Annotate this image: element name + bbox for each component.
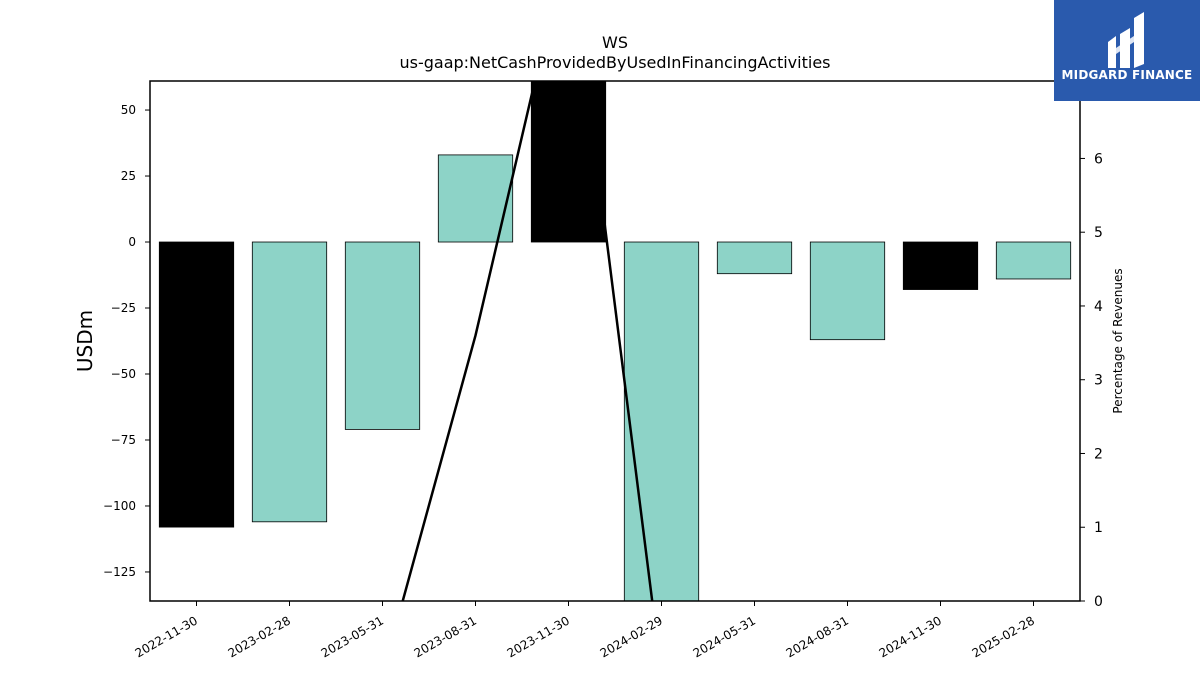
line-series	[401, 81, 654, 601]
x-tick-label: 2023-05-31	[319, 613, 386, 660]
y2-tick-label: 0	[1094, 594, 1103, 610]
x-tick-label: 2025-02-28	[970, 613, 1037, 660]
bar-2023-05-31	[344, 241, 421, 430]
y2-tick-label: 6	[1094, 151, 1103, 167]
y-tick-label: −50	[111, 367, 136, 381]
y2-tick-label: 3	[1094, 373, 1103, 389]
x-tick-label: 2023-11-30	[505, 613, 572, 660]
x-tick-label: 2024-02-29	[598, 613, 665, 660]
y2-tick-label: 2	[1094, 446, 1103, 462]
x-tick-label: 2023-02-28	[226, 613, 293, 660]
x-tick-label: 2023-08-31	[412, 613, 479, 660]
y-tick-label: −100	[103, 499, 136, 513]
y-axis-label: USDm	[73, 310, 97, 372]
bar-2025-02-28	[995, 241, 1072, 280]
x-tick-label: 2024-08-31	[784, 613, 851, 660]
bar-2024-08-31	[809, 241, 886, 341]
x-tick-label: 2024-11-30	[877, 613, 944, 660]
y2-tick-label: 4	[1094, 299, 1103, 315]
bar-2024-05-31	[716, 241, 793, 275]
brand-logo: MIDGARD FINANCE	[1054, 0, 1200, 101]
chart-subtitle: us-gaap:NetCashProvidedByUsedInFinancing…	[399, 53, 830, 72]
bar-2024-11-30	[902, 241, 979, 290]
y-tick-label: −25	[111, 301, 136, 315]
x-tick-label: 2022-11-30	[133, 613, 200, 660]
bar-2024-02-29	[623, 241, 700, 601]
y-tick-label: 0	[128, 235, 136, 249]
y-tick-label: −75	[111, 433, 136, 447]
secondary-y-axis-label: Percentage of Revenues	[1111, 268, 1125, 413]
bar-2022-11-30	[158, 241, 235, 528]
y2-tick-label: 1	[1094, 520, 1103, 536]
brand-name: MIDGARD FINANCE	[1061, 68, 1193, 82]
bar-2023-02-28	[251, 241, 328, 523]
y2-tick-label: 5	[1094, 225, 1103, 241]
y-tick-label: 25	[121, 169, 136, 183]
chart-title: WS	[602, 33, 628, 52]
x-tick-label: 2024-05-31	[691, 613, 758, 660]
plot-frame	[149, 80, 1081, 602]
bar-2023-11-30	[530, 81, 607, 243]
logo-mark-icon	[1108, 12, 1144, 68]
line-layer	[401, 81, 654, 601]
y-tick-label: −125	[103, 565, 136, 579]
bars-layer	[158, 81, 1072, 601]
y-tick-label: 50	[121, 103, 136, 117]
